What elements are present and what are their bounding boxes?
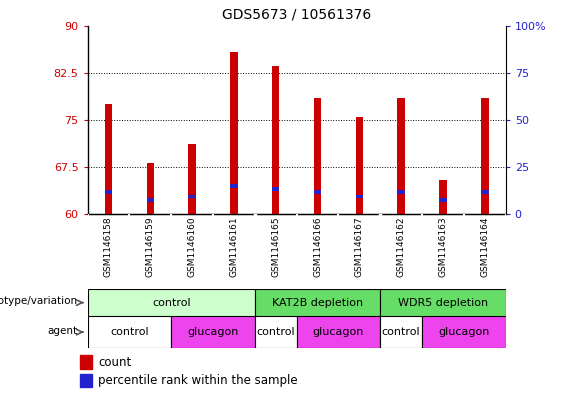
- Bar: [380, 316, 422, 348]
- Bar: [397, 190, 405, 194]
- Bar: [481, 99, 489, 214]
- Bar: [439, 198, 447, 202]
- Bar: [188, 144, 196, 214]
- Text: glucagon: glucagon: [313, 327, 364, 337]
- Bar: [88, 316, 171, 348]
- Title: GDS5673 / 10561376: GDS5673 / 10561376: [222, 7, 371, 22]
- Bar: [272, 187, 280, 191]
- Text: count: count: [98, 356, 132, 369]
- Bar: [355, 195, 363, 198]
- Text: GSM1146163: GSM1146163: [438, 217, 447, 277]
- Text: KAT2B depletion: KAT2B depletion: [272, 298, 363, 308]
- Bar: [397, 99, 405, 214]
- Bar: [255, 316, 297, 348]
- Text: GSM1146158: GSM1146158: [104, 217, 113, 277]
- Text: GSM1146162: GSM1146162: [397, 217, 406, 277]
- Bar: [297, 316, 380, 348]
- Text: GSM1146160: GSM1146160: [188, 217, 197, 277]
- Bar: [146, 163, 154, 214]
- Text: GSM1146159: GSM1146159: [146, 217, 155, 277]
- Bar: [80, 355, 92, 369]
- Text: GSM1146166: GSM1146166: [313, 217, 322, 277]
- Bar: [105, 190, 112, 194]
- Bar: [380, 289, 506, 316]
- Text: glucagon: glucagon: [188, 327, 238, 337]
- Text: GSM1146165: GSM1146165: [271, 217, 280, 277]
- Bar: [422, 316, 506, 348]
- Bar: [439, 180, 447, 214]
- Text: control: control: [382, 327, 420, 337]
- Bar: [171, 316, 255, 348]
- Text: GSM1146167: GSM1146167: [355, 217, 364, 277]
- Bar: [314, 190, 321, 194]
- Text: control: control: [110, 327, 149, 337]
- Bar: [88, 289, 255, 316]
- Bar: [314, 99, 321, 214]
- Text: percentile rank within the sample: percentile rank within the sample: [98, 375, 298, 387]
- Text: GSM1146164: GSM1146164: [480, 217, 489, 277]
- Text: control: control: [257, 327, 295, 337]
- Text: WDR5 depletion: WDR5 depletion: [398, 298, 488, 308]
- Bar: [272, 66, 280, 214]
- Bar: [105, 104, 112, 214]
- Bar: [230, 184, 238, 188]
- Text: control: control: [152, 298, 190, 308]
- Bar: [255, 289, 380, 316]
- Text: genotype/variation: genotype/variation: [0, 296, 78, 306]
- Bar: [355, 117, 363, 214]
- Bar: [80, 374, 92, 387]
- Text: glucagon: glucagon: [438, 327, 489, 337]
- Text: agent: agent: [48, 325, 78, 336]
- Bar: [188, 195, 196, 198]
- Bar: [146, 198, 154, 202]
- Text: GSM1146161: GSM1146161: [229, 217, 238, 277]
- Bar: [230, 52, 238, 214]
- Bar: [481, 190, 489, 194]
